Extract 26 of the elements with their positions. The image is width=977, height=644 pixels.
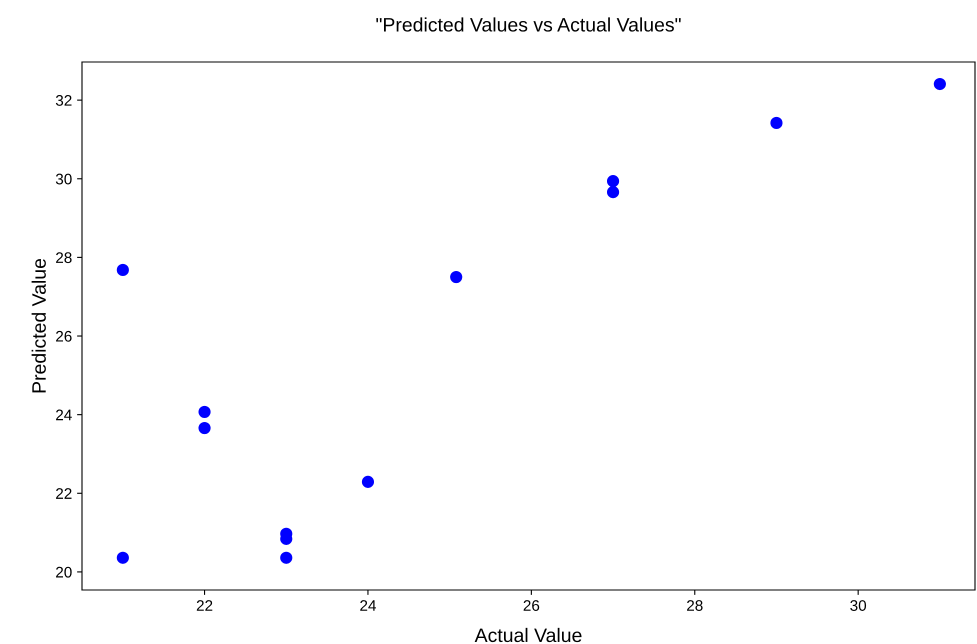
chart-title: "Predicted Values vs Actual Values" <box>376 17 681 32</box>
y-tick-label: 26 <box>56 330 72 342</box>
y-axis-title: Predicted Value <box>32 258 46 392</box>
point <box>198 406 211 418</box>
y-tick-label: 22 <box>56 488 72 499</box>
point <box>606 186 620 198</box>
point <box>770 116 783 130</box>
point <box>116 264 129 276</box>
x-tick-label: 30 <box>850 600 866 611</box>
point <box>280 552 292 564</box>
point <box>934 78 946 90</box>
x-tick-label: 28 <box>687 600 703 611</box>
y-tick-label: 20 <box>56 566 72 578</box>
x-tick-label: 24 <box>360 600 376 611</box>
point <box>116 552 129 564</box>
y-tick-label: 24 <box>56 410 72 420</box>
y-tick-label: 28 <box>56 252 72 264</box>
y-tick-label: 30 <box>56 174 72 184</box>
point <box>198 422 211 434</box>
x-tick-label: 26 <box>524 600 540 611</box>
y-tick-label: 32 <box>56 95 72 106</box>
x-tick-label: 22 <box>196 600 212 611</box>
point <box>606 175 620 188</box>
point <box>450 270 462 284</box>
point <box>362 476 374 488</box>
x-axis-title: Actual Value <box>474 628 582 642</box>
